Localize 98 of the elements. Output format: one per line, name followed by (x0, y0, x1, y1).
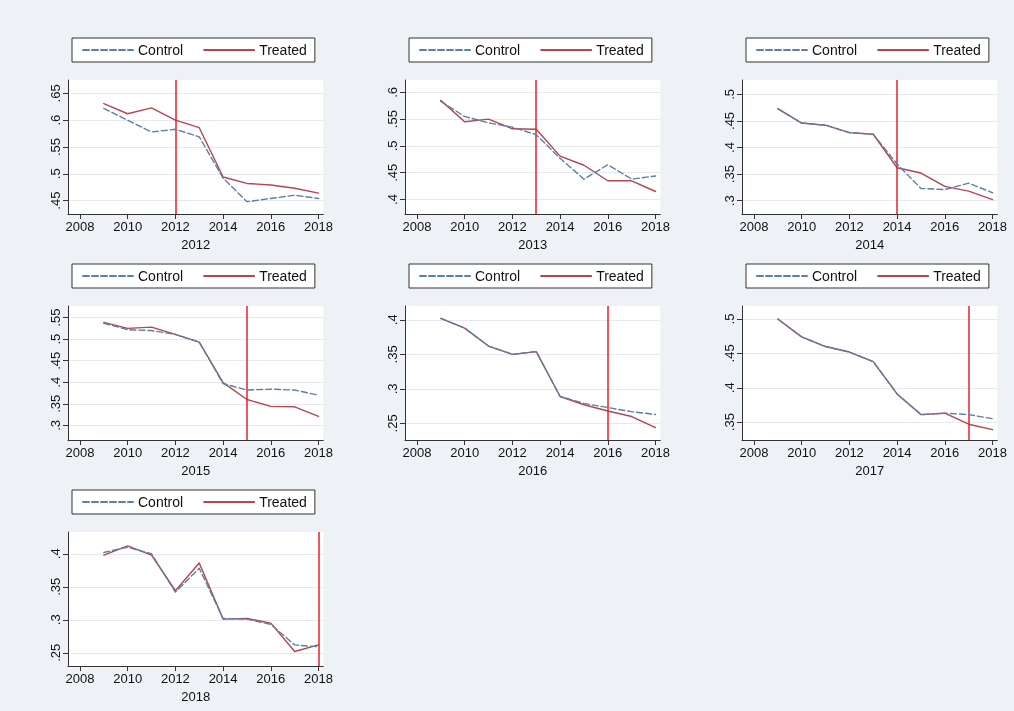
legend-label: Treated (259, 268, 307, 284)
y-tick-label: .55 (48, 137, 63, 157)
x-tick-label: 2014 (545, 219, 575, 234)
legend-label: Treated (259, 42, 307, 58)
x-tick-label: 2014 (882, 219, 912, 234)
y-tick-label: .5 (385, 140, 400, 152)
y-tick-label: .35 (48, 577, 63, 596)
x-tick-label: 2008 (402, 445, 432, 460)
x-tick-label: 2018 (304, 445, 333, 460)
legend-label: Treated (596, 42, 644, 58)
x-tick-label: 2018 (641, 219, 670, 234)
x-tick-label: 2018 (978, 219, 1007, 234)
legend-label: Treated (933, 268, 981, 284)
y-tick-label: .5 (722, 313, 737, 325)
y-tick-label: .5 (48, 168, 63, 180)
y-tick-label: .45 (722, 344, 737, 363)
x-tick-label: 2016 (593, 445, 623, 460)
x-axis-title: 2014 (855, 237, 885, 252)
x-tick-label: 2008 (65, 445, 95, 460)
y-tick-label: .65 (48, 84, 63, 103)
x-tick-label: 2016 (256, 671, 286, 686)
legend-label: Treated (259, 494, 307, 510)
x-tick-label: 2008 (65, 219, 95, 234)
y-tick-label: .5 (48, 333, 63, 345)
x-tick-label: 2016 (930, 445, 960, 460)
x-axis-title: 2013 (518, 237, 548, 252)
x-tick-label: 2016 (256, 445, 286, 460)
y-tick-label: .25 (48, 643, 63, 662)
legend-label: Treated (596, 268, 644, 284)
y-tick-label: .4 (385, 194, 400, 205)
y-tick-label: .45 (48, 191, 63, 210)
y-tick-label: .5 (722, 88, 737, 100)
x-tick-label: 2014 (208, 671, 238, 686)
x-tick-label: 2014 (208, 219, 238, 234)
y-tick-label: .45 (722, 111, 737, 130)
x-tick-label: 2010 (450, 445, 480, 460)
y-tick-label: .35 (722, 165, 737, 184)
y-tick-label: .3 (722, 195, 737, 207)
x-tick-label: 2016 (256, 219, 286, 234)
x-axis-title: 2016 (518, 463, 548, 478)
x-tick-label: 2014 (882, 445, 912, 460)
y-tick-label: .4 (385, 314, 400, 326)
y-tick-label: .3 (385, 383, 400, 395)
y-tick-label: .45 (385, 163, 400, 182)
y-tick-label: .4 (48, 548, 63, 560)
x-tick-label: 2012 (160, 219, 190, 234)
legend-label: Treated (933, 42, 981, 58)
x-axis-title: 2018 (181, 689, 211, 704)
legend-label: Control (138, 268, 184, 284)
y-tick-label: .3 (48, 419, 63, 431)
y-tick-label: .4 (722, 382, 737, 394)
x-tick-label: 2012 (497, 219, 527, 234)
x-tick-label: 2008 (739, 219, 769, 234)
legend-label: Control (812, 268, 858, 284)
x-tick-label: 2012 (160, 671, 190, 686)
x-tick-label: 2018 (304, 219, 333, 234)
y-tick-label: .45 (48, 351, 63, 370)
y-tick-label: .6 (48, 114, 63, 126)
x-tick-label: 2014 (545, 445, 575, 460)
y-tick-label: .35 (385, 345, 400, 364)
x-tick-label: 2008 (739, 445, 769, 460)
x-tick-label: 2018 (641, 445, 670, 460)
y-tick-label: .25 (385, 414, 400, 433)
x-tick-label: 2018 (978, 445, 1007, 460)
y-tick-label: .55 (385, 110, 400, 129)
x-tick-label: 2010 (787, 445, 817, 460)
y-tick-label: .3 (48, 614, 63, 626)
x-axis-title: 2012 (181, 237, 211, 252)
y-tick-label: .4 (722, 142, 737, 153)
line-series (103, 321, 320, 417)
x-tick-label: 2012 (497, 445, 527, 460)
x-tick-label: 2012 (160, 445, 190, 460)
y-tick-label: .4 (48, 376, 63, 388)
legend-label: Control (138, 494, 184, 510)
x-tick-label: 2010 (113, 219, 143, 234)
x-tick-label: 2018 (304, 671, 333, 686)
x-tick-label: 2008 (402, 219, 432, 234)
x-tick-label: 2016 (593, 219, 623, 234)
line-series (103, 322, 320, 396)
x-tick-label: 2012 (834, 445, 864, 460)
x-tick-label: 2010 (113, 671, 143, 686)
legend-label: Control (812, 42, 858, 58)
x-axis-title: 2015 (181, 463, 211, 478)
x-tick-label: 2008 (65, 671, 95, 686)
y-tick-label: .55 (48, 308, 63, 327)
legend-label: Control (138, 42, 184, 58)
x-tick-label: 2014 (208, 445, 238, 460)
x-tick-label: 2010 (450, 219, 480, 234)
x-tick-label: 2012 (834, 219, 864, 234)
legend-label: Control (475, 42, 521, 58)
legend-label: Control (475, 268, 521, 284)
x-tick-label: 2010 (113, 445, 143, 460)
x-tick-label: 2016 (930, 219, 960, 234)
y-tick-label: .6 (385, 86, 400, 98)
x-tick-label: 2010 (787, 219, 817, 234)
x-axis-title: 2017 (855, 463, 885, 478)
y-tick-label: .35 (48, 394, 63, 413)
y-tick-label: .35 (722, 413, 737, 432)
